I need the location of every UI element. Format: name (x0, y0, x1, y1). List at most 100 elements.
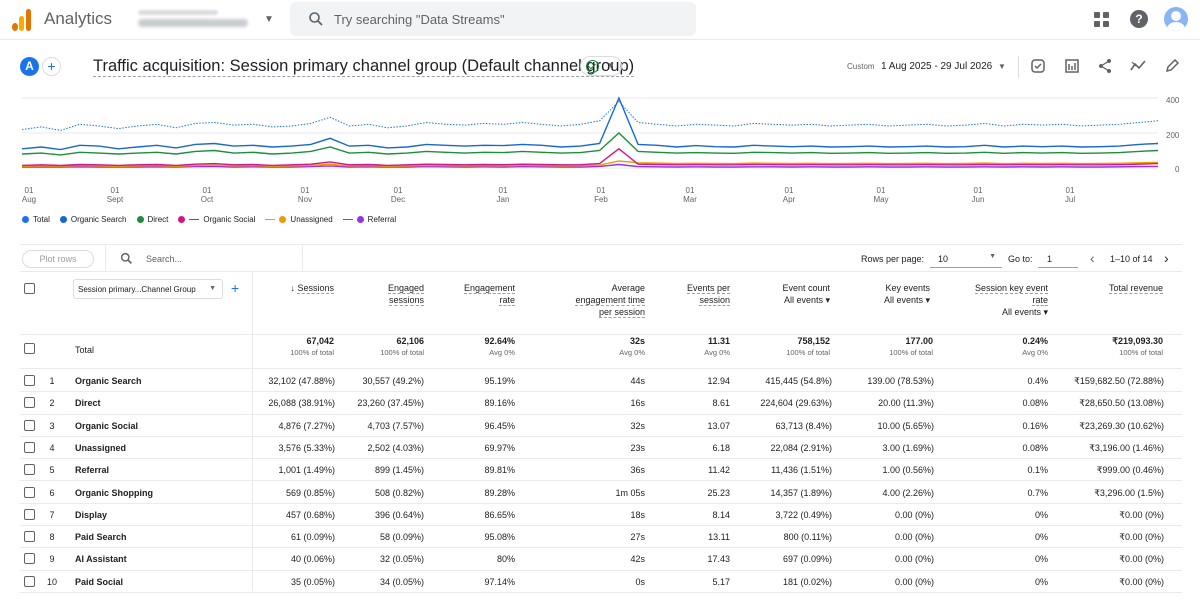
cell-er: 89.16% (484, 398, 515, 409)
col-sessions[interactable]: ↓ Sessions (290, 283, 334, 294)
cell-er: 89.28% (484, 487, 515, 498)
dimension-select[interactable]: Session primary...Channel Group ▼ (73, 279, 223, 299)
row-checkbox[interactable] (24, 553, 35, 565)
chevron-down-icon[interactable]: ▼ (264, 14, 274, 25)
legend-item-total[interactable]: Total (22, 215, 50, 224)
date-range-picker[interactable]: 1 Aug 2025 - 29 Jul 2026 (881, 61, 993, 72)
legend-item-organic-social[interactable]: Organic Social (178, 215, 255, 224)
table-row[interactable]: 8 Paid Search 61 (0.09%) 58 (0.09%) 95.08% 27… (20, 526, 1182, 549)
cell-ke: 3.00 (1.69%) (882, 442, 934, 453)
row-number: 4 (49, 442, 55, 453)
x-tick-label: 01 Sept (106, 186, 124, 204)
channel-name[interactable]: Referral (75, 465, 110, 476)
col-key-events[interactable]: Key events All events ▾ (883, 283, 930, 305)
row-number: 1 (49, 376, 55, 386)
channel-name[interactable]: Organic Shopping (75, 487, 153, 498)
cell-eps: 11.42 (708, 465, 730, 476)
row-checkbox[interactable] (24, 419, 35, 431)
col-events-per-session[interactable]: Events per session (686, 283, 730, 306)
col-session-key-event-rate[interactable]: Session key event rate All events ▾ (974, 283, 1048, 317)
previous-page-icon[interactable]: ‹ (1090, 250, 1095, 266)
channel-name[interactable]: Display (75, 509, 108, 520)
table-row[interactable]: 3 Organic Social 4,876 (7.27%) 4,703 (7.57%… (20, 415, 1182, 437)
cell-sker: 0% (1034, 576, 1048, 587)
page-title[interactable]: Traffic acquisition: Session primary cha… (93, 57, 635, 77)
cell-ke: 20.00 (11.3%) (878, 398, 934, 409)
goto-page-input[interactable]: 1 (1038, 249, 1078, 268)
legend-item-unassigned[interactable]: Unassigned (265, 215, 333, 224)
table-row[interactable]: 5 Referral 1,001 (1.49%) 899 (1.45%) 89.81% 3… (20, 459, 1182, 482)
cell-er: 80% (496, 554, 515, 565)
row-checkbox[interactable] (24, 508, 35, 520)
rows-per-page-label: Rows per page: (861, 254, 925, 264)
col-engaged-sessions[interactable]: Engaged sessions (387, 283, 424, 306)
x-tick-label: 01 Aug (21, 186, 37, 204)
channel-name[interactable]: Organic Social (75, 420, 139, 431)
table-header: Session primary...Channel Group ▼ + ↓ Ses… (20, 272, 1182, 335)
rows-per-page-select[interactable]: 10 ▼ (930, 249, 1002, 268)
legend-item-direct[interactable]: Direct (136, 215, 168, 224)
col-avg-engagement-time[interactable]: Average engagement time per session (575, 283, 645, 318)
row-checkbox[interactable] (24, 397, 35, 409)
add-dimension-icon[interactable]: + (231, 280, 240, 296)
table-row[interactable]: 4 Unassigned 3,576 (5.33%) 2,502 (4.03%) 69.… (20, 437, 1182, 460)
plot-rows-button[interactable]: Plot rows (22, 250, 94, 268)
channel-name[interactable]: Paid Search (75, 532, 127, 543)
row-checkbox[interactable] (24, 375, 35, 386)
add-comparison-button[interactable]: + (42, 57, 61, 76)
cell-ec: 415,445 (54.8%) (765, 376, 832, 386)
app-name[interactable]: Analytics (44, 9, 113, 28)
totals-checkbox[interactable] (24, 343, 35, 354)
channel-name[interactable]: Organic Search (75, 376, 142, 386)
channel-name[interactable]: Direct (75, 398, 101, 409)
table-row[interactable]: 6 Organic Shopping 569 (0.85%) 508 (0.82%) 8… (20, 482, 1182, 504)
account-selector[interactable] (138, 10, 248, 28)
share-icon[interactable] (1097, 58, 1113, 74)
cell-aet: 16s (630, 398, 645, 409)
report-status-pill[interactable]: ▼ (580, 56, 622, 76)
help-icon[interactable]: ? (1130, 10, 1148, 28)
table-row[interactable]: 10 Paid Social 35 (0.05%) 34 (0.05%) 97.14% 0… (20, 571, 1182, 593)
table-row[interactable]: 2 Direct 26,088 (38.91%) 23,260 (37.45%) 89.… (20, 392, 1182, 415)
search-input[interactable]: Try searching "Data Streams" (334, 12, 505, 27)
comparison-badge[interactable]: A (20, 57, 39, 76)
row-checkbox[interactable] (24, 486, 35, 498)
totals-label: Total (75, 345, 95, 355)
select-all-checkbox[interactable] (24, 283, 35, 294)
analytics-logo-icon[interactable] (12, 9, 32, 31)
line-chart: 400 200 0 01 Aug 01 Sept 01 Oct 01 Nov 01 Dec 01 Ja… (0, 88, 1200, 238)
edit-icon[interactable] (1164, 58, 1180, 74)
row-checkbox[interactable] (24, 531, 35, 543)
table-row[interactable]: 1 Organic Search 32,102 (47.88%) 30,557 (49… (20, 370, 1182, 393)
series-line-organic-social (21, 147, 1159, 167)
row-checkbox[interactable] (24, 441, 35, 453)
chevron-down-icon[interactable]: ▼ (998, 62, 1006, 71)
col-event-count[interactable]: Event count All events ▾ (782, 283, 830, 305)
row-checkbox[interactable] (24, 575, 35, 587)
table-row[interactable]: 7 Display 457 (0.68%) 396 (0.64%) 86.65% 18s 8… (20, 504, 1182, 527)
insights-icon[interactable] (1030, 58, 1046, 74)
row-number: 2 (49, 398, 55, 409)
cell-ke: 0.00 (0%) (894, 532, 934, 543)
row-number: 10 (46, 576, 57, 587)
legend-item-organic-search[interactable]: Organic Search (59, 215, 127, 224)
apps-grid-icon[interactable] (1094, 12, 1109, 27)
legend-item-referral[interactable]: Referral (342, 215, 396, 224)
cell-sessions: 40 (0.06%) (290, 554, 335, 565)
table-row[interactable]: 9 AI Assistant 40 (0.06%) 32 (0.05%) 80% 42s 1… (20, 548, 1182, 571)
row-checkbox[interactable] (24, 464, 35, 476)
channel-name[interactable]: Paid Social (75, 576, 124, 587)
cell-er: 96.45% (484, 420, 515, 431)
cell-sker: 0.7% (1027, 487, 1048, 498)
search-bar[interactable]: Try searching "Data Streams" (290, 2, 696, 36)
next-page-icon[interactable]: › (1164, 250, 1169, 266)
col-total-revenue[interactable]: Total revenue (1108, 283, 1163, 294)
table-search-input[interactable]: Search... (146, 254, 183, 264)
col-engagement-rate[interactable]: Engagement rate (463, 283, 515, 306)
channel-name[interactable]: Unassigned (75, 442, 127, 453)
row-number: 9 (49, 554, 55, 565)
channel-name[interactable]: AI Assistant (75, 554, 127, 565)
avatar[interactable] (1164, 7, 1188, 31)
trend-icon[interactable] (1130, 58, 1146, 74)
customize-report-icon[interactable] (1064, 58, 1080, 74)
